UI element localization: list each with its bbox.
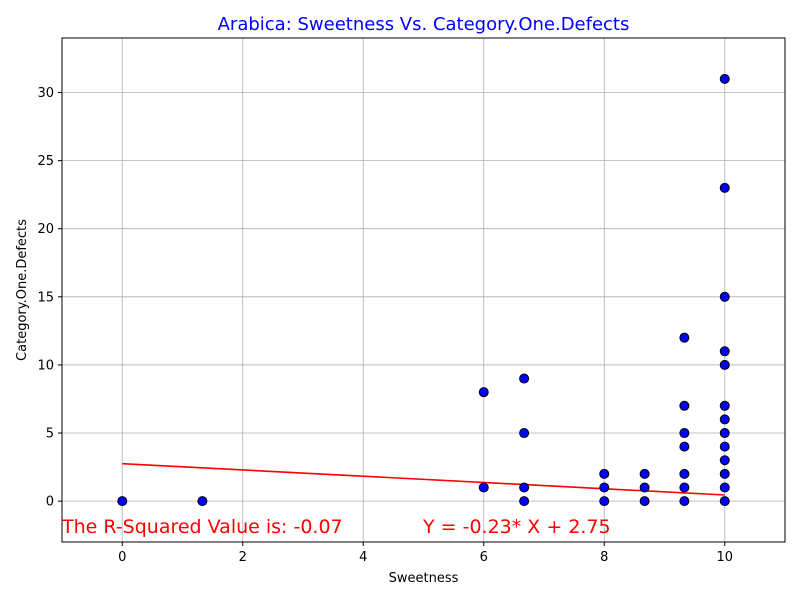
data-point xyxy=(478,482,489,493)
x-axis-label: Sweetness xyxy=(389,571,459,586)
data-point xyxy=(719,455,730,466)
data-point xyxy=(639,496,650,507)
data-point xyxy=(639,468,650,479)
data-point xyxy=(519,496,530,507)
data-point xyxy=(679,428,690,439)
data-point xyxy=(719,428,730,439)
data-point xyxy=(679,400,690,411)
data-point xyxy=(679,332,690,343)
data-point xyxy=(519,373,530,384)
regression-line-group xyxy=(122,462,725,496)
data-point xyxy=(117,496,128,507)
data-point xyxy=(679,441,690,452)
data-point xyxy=(599,468,610,479)
data-point xyxy=(639,482,650,493)
data-point xyxy=(719,468,730,479)
data-point xyxy=(679,482,690,493)
chart-title: Arabica: Sweetness Vs. Category.One.Defe… xyxy=(218,14,630,35)
y-axis-label: Category.One.Defects xyxy=(15,219,30,361)
x-tick-label: 8 xyxy=(600,550,608,565)
y-axis-ticks: 0 5 10 15 20 25 30 xyxy=(37,86,62,510)
y-tick-label: 20 xyxy=(37,222,54,237)
data-point xyxy=(719,346,730,357)
data-point xyxy=(719,441,730,452)
data-point xyxy=(478,387,489,398)
y-tick-label: 15 xyxy=(37,290,54,305)
data-point xyxy=(599,482,610,493)
grid-lines xyxy=(62,38,785,542)
data-point xyxy=(719,482,730,493)
y-tick-label: 25 xyxy=(37,154,54,169)
data-point xyxy=(719,400,730,411)
x-axis-ticks: 0 2 4 6 8 10 xyxy=(118,542,733,565)
data-points xyxy=(117,73,730,507)
data-point xyxy=(719,182,730,193)
x-tick-label: 0 xyxy=(118,550,126,565)
regression-equation-annotation: Y = -0.23* X + 2.75 xyxy=(422,516,611,538)
regression-line xyxy=(122,462,725,496)
x-tick-label: 10 xyxy=(716,550,733,565)
data-point xyxy=(679,496,690,507)
data-point xyxy=(719,359,730,370)
data-point xyxy=(519,482,530,493)
x-tick-label: 2 xyxy=(239,550,247,565)
data-point xyxy=(719,73,730,84)
y-tick-label: 5 xyxy=(46,427,54,442)
data-point xyxy=(197,496,208,507)
r-squared-annotation: The R-Squared Value is: -0.07 xyxy=(61,516,343,538)
x-tick-label: 4 xyxy=(359,550,367,565)
y-tick-label: 10 xyxy=(37,358,54,373)
data-point xyxy=(719,414,730,425)
y-tick-label: 30 xyxy=(37,86,54,101)
y-tick-label: 0 xyxy=(46,495,54,510)
data-point xyxy=(719,496,730,507)
data-point xyxy=(719,291,730,302)
data-point xyxy=(599,496,610,507)
x-tick-label: 6 xyxy=(480,550,488,565)
data-point xyxy=(679,468,690,479)
plot-frame xyxy=(61,37,786,543)
data-point xyxy=(519,428,530,439)
